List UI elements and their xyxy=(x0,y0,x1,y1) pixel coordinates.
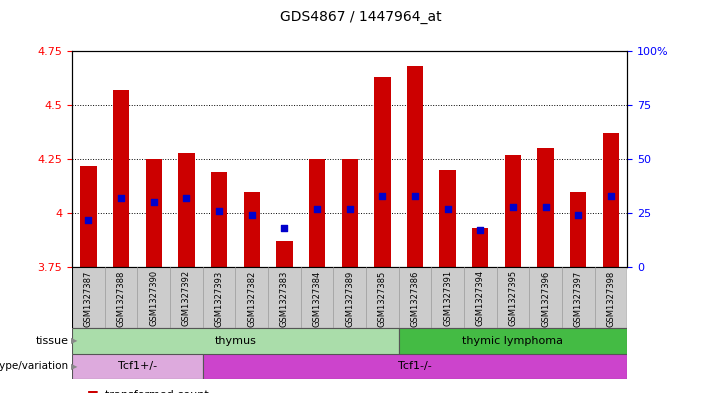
Text: GSM1327386: GSM1327386 xyxy=(410,270,420,327)
Text: GSM1327392: GSM1327392 xyxy=(182,270,191,327)
Bar xyxy=(178,152,195,267)
Bar xyxy=(440,170,456,267)
Text: GSM1327390: GSM1327390 xyxy=(149,270,158,327)
Text: Tcf1+/-: Tcf1+/- xyxy=(118,362,157,371)
Text: GSM1327391: GSM1327391 xyxy=(443,270,452,327)
Point xyxy=(540,204,552,210)
Point xyxy=(311,206,323,212)
Text: thymus: thymus xyxy=(214,336,257,346)
Bar xyxy=(407,66,423,267)
Text: GSM1327397: GSM1327397 xyxy=(574,270,583,327)
Point xyxy=(572,212,584,219)
Bar xyxy=(113,90,129,267)
Text: GSM1327384: GSM1327384 xyxy=(312,270,322,327)
Text: GSM1327385: GSM1327385 xyxy=(378,270,387,327)
Text: GSM1327395: GSM1327395 xyxy=(508,270,518,327)
Bar xyxy=(374,77,391,267)
Bar xyxy=(276,241,293,267)
Point xyxy=(605,193,616,199)
Bar xyxy=(342,159,358,267)
Text: GSM1327382: GSM1327382 xyxy=(247,270,256,327)
Text: GSM1327383: GSM1327383 xyxy=(280,270,289,327)
Text: genotype/variation: genotype/variation xyxy=(0,362,68,371)
Bar xyxy=(146,159,162,267)
Bar xyxy=(472,228,489,267)
Text: Tcf1-/-: Tcf1-/- xyxy=(398,362,432,371)
Bar xyxy=(203,354,627,379)
Bar xyxy=(211,172,227,267)
Text: ■: ■ xyxy=(87,388,98,393)
Point xyxy=(410,193,421,199)
Bar xyxy=(80,166,97,267)
Text: tissue: tissue xyxy=(35,336,68,346)
Point xyxy=(442,206,454,212)
Point xyxy=(181,195,193,201)
Bar xyxy=(603,133,619,267)
Bar xyxy=(309,159,325,267)
Text: thymic lymphoma: thymic lymphoma xyxy=(462,336,564,346)
Text: GSM1327396: GSM1327396 xyxy=(541,270,550,327)
Text: GSM1327387: GSM1327387 xyxy=(84,270,93,327)
Bar xyxy=(570,192,586,267)
Text: ▶: ▶ xyxy=(71,362,78,371)
Point xyxy=(115,195,127,201)
Text: ▶: ▶ xyxy=(71,336,78,345)
Text: GSM1327389: GSM1327389 xyxy=(345,270,354,327)
Point xyxy=(83,217,94,223)
Bar xyxy=(537,148,554,267)
Text: GSM1327394: GSM1327394 xyxy=(476,270,485,327)
Point xyxy=(278,225,290,231)
Bar xyxy=(399,328,627,354)
Bar xyxy=(244,192,260,267)
Point xyxy=(344,206,355,212)
Point xyxy=(474,227,486,233)
Point xyxy=(507,204,518,210)
Text: GDS4867 / 1447964_at: GDS4867 / 1447964_at xyxy=(280,10,441,24)
Point xyxy=(213,208,225,214)
Point xyxy=(376,193,388,199)
Bar xyxy=(72,328,399,354)
Text: transformed count: transformed count xyxy=(105,390,208,393)
Point xyxy=(246,212,257,219)
Text: GSM1327393: GSM1327393 xyxy=(215,270,224,327)
Text: GSM1327398: GSM1327398 xyxy=(606,270,616,327)
Text: GSM1327388: GSM1327388 xyxy=(117,270,125,327)
Bar xyxy=(505,155,521,267)
Point xyxy=(148,199,159,206)
Bar xyxy=(72,354,203,379)
